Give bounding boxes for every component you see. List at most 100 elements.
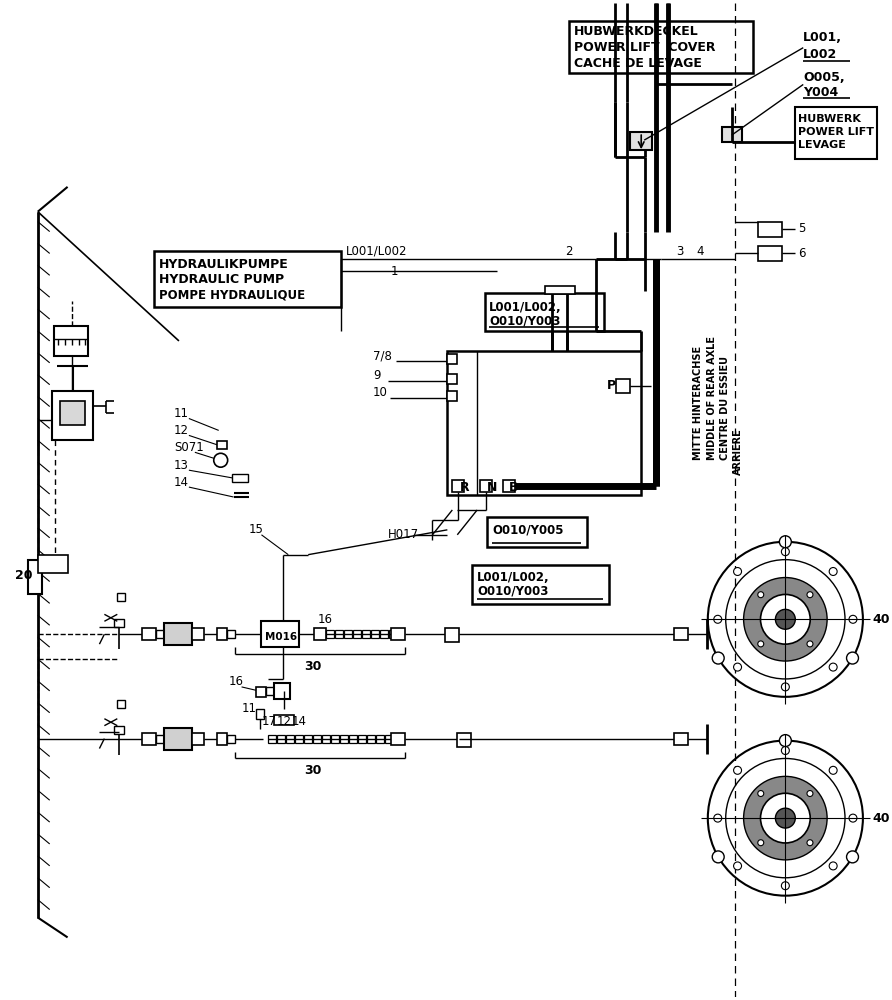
- Bar: [340, 735, 348, 743]
- Circle shape: [712, 851, 724, 863]
- Circle shape: [781, 548, 789, 556]
- Circle shape: [807, 791, 813, 796]
- Bar: [304, 735, 312, 743]
- Bar: [217, 441, 227, 449]
- Bar: [448, 374, 458, 384]
- Bar: [362, 630, 370, 638]
- Bar: [277, 735, 285, 743]
- Bar: [331, 735, 339, 743]
- Text: 7/8: 7/8: [373, 349, 392, 362]
- Text: O010/Y005: O010/Y005: [492, 523, 564, 536]
- Bar: [114, 726, 124, 734]
- Text: S071: S071: [174, 441, 203, 454]
- Bar: [344, 630, 352, 638]
- Text: 4: 4: [696, 245, 704, 258]
- Bar: [192, 733, 203, 745]
- Bar: [448, 354, 458, 364]
- Bar: [164, 728, 192, 750]
- Circle shape: [781, 882, 789, 890]
- Bar: [192, 628, 203, 640]
- Bar: [156, 735, 164, 743]
- Text: 30: 30: [304, 764, 322, 777]
- Text: 12: 12: [174, 424, 189, 437]
- Bar: [232, 474, 248, 482]
- Circle shape: [714, 615, 722, 623]
- Circle shape: [761, 594, 810, 644]
- Text: 13: 13: [174, 459, 189, 472]
- Bar: [371, 630, 379, 638]
- Bar: [480, 480, 492, 492]
- Text: LEVAGE: LEVAGE: [798, 140, 847, 150]
- Bar: [156, 630, 164, 638]
- Bar: [376, 735, 384, 743]
- Bar: [268, 735, 277, 743]
- Text: MIDDLE OF REAR AXLE: MIDDLE OF REAR AXLE: [706, 336, 717, 460]
- Text: 10: 10: [373, 386, 388, 399]
- Text: H017: H017: [388, 528, 419, 541]
- Circle shape: [758, 592, 764, 598]
- Text: L002: L002: [804, 48, 838, 61]
- Text: 14: 14: [292, 715, 306, 728]
- Text: L001/L002: L001/L002: [346, 245, 408, 258]
- Bar: [295, 735, 303, 743]
- Text: HUBWERKDECKEL: HUBWERKDECKEL: [574, 25, 698, 38]
- Text: 12: 12: [277, 715, 292, 728]
- Bar: [452, 480, 464, 492]
- Text: O010/Y003: O010/Y003: [477, 585, 549, 598]
- Text: B: B: [509, 481, 518, 494]
- Bar: [114, 619, 124, 627]
- Text: 9: 9: [373, 369, 380, 382]
- Bar: [349, 735, 357, 743]
- Text: MITTE HINTERACHSE: MITTE HINTERACHSE: [693, 346, 703, 460]
- Bar: [257, 687, 267, 697]
- Circle shape: [761, 793, 810, 843]
- Circle shape: [781, 683, 789, 691]
- Text: HYDRAULIKPUMPE: HYDRAULIKPUMPE: [159, 258, 289, 271]
- Circle shape: [758, 840, 764, 846]
- Bar: [472, 565, 609, 604]
- Text: P: P: [607, 379, 615, 392]
- Bar: [445, 628, 459, 642]
- Bar: [28, 560, 42, 594]
- Text: 3: 3: [676, 245, 683, 258]
- Text: POWER LIFT  COVER: POWER LIFT COVER: [574, 41, 715, 54]
- Bar: [545, 286, 574, 294]
- Bar: [257, 709, 264, 719]
- Bar: [616, 379, 631, 393]
- Circle shape: [830, 766, 837, 774]
- Circle shape: [807, 592, 813, 598]
- Bar: [757, 222, 782, 237]
- Bar: [722, 127, 741, 142]
- Text: HUBWERK: HUBWERK: [798, 114, 861, 124]
- Bar: [367, 735, 375, 743]
- Circle shape: [733, 568, 741, 575]
- Bar: [358, 735, 366, 743]
- Bar: [118, 700, 125, 708]
- Bar: [391, 628, 405, 640]
- Text: 5: 5: [798, 222, 805, 235]
- Circle shape: [847, 851, 858, 863]
- Text: 16: 16: [318, 613, 333, 626]
- Bar: [335, 630, 343, 638]
- Text: L001,: L001,: [804, 31, 842, 44]
- Circle shape: [830, 568, 837, 575]
- Bar: [275, 715, 294, 725]
- Circle shape: [849, 814, 857, 822]
- Text: N: N: [487, 481, 498, 494]
- Circle shape: [807, 641, 813, 647]
- Circle shape: [744, 776, 827, 860]
- Circle shape: [849, 615, 857, 623]
- Bar: [164, 623, 192, 645]
- Bar: [674, 733, 688, 745]
- Bar: [384, 735, 392, 743]
- Text: L001/L002,: L001/L002,: [477, 571, 549, 584]
- Text: 6: 6: [798, 247, 805, 260]
- Bar: [487, 517, 587, 547]
- Bar: [674, 628, 688, 640]
- Bar: [37, 555, 68, 573]
- Circle shape: [214, 453, 227, 467]
- Text: 11: 11: [174, 407, 189, 420]
- Text: 40: 40: [873, 613, 890, 626]
- Bar: [391, 733, 405, 745]
- Text: 2: 2: [565, 245, 572, 258]
